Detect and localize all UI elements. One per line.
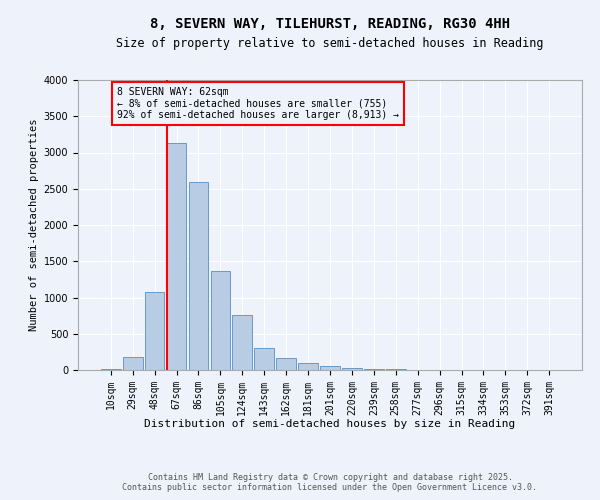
Bar (320, 366, 340, 370)
Bar (298, 364, 318, 370)
Bar (254, 348, 274, 370)
Bar (232, 315, 252, 370)
Text: Size of property relative to semi-detached houses in Reading: Size of property relative to semi-detach… (116, 38, 544, 51)
Bar (145, 292, 164, 370)
Text: Contains HM Land Registry data © Crown copyright and database right 2025.
Contai: Contains HM Land Registry data © Crown c… (122, 472, 538, 492)
Bar (211, 272, 230, 370)
Bar (276, 358, 296, 370)
Bar (364, 369, 384, 370)
Text: 8, SEVERN WAY, TILEHURST, READING, RG30 4HH: 8, SEVERN WAY, TILEHURST, READING, RG30 … (150, 18, 510, 32)
Bar (123, 357, 143, 370)
Y-axis label: Number of semi-detached properties: Number of semi-detached properties (29, 118, 40, 331)
Bar (167, 143, 187, 370)
Bar (342, 368, 362, 370)
X-axis label: Distribution of semi-detached houses by size in Reading: Distribution of semi-detached houses by … (145, 419, 515, 429)
Bar (188, 182, 208, 370)
Text: 8 SEVERN WAY: 62sqm
← 8% of semi-detached houses are smaller (755)
92% of semi-d: 8 SEVERN WAY: 62sqm ← 8% of semi-detache… (118, 87, 400, 120)
Bar (101, 368, 121, 370)
